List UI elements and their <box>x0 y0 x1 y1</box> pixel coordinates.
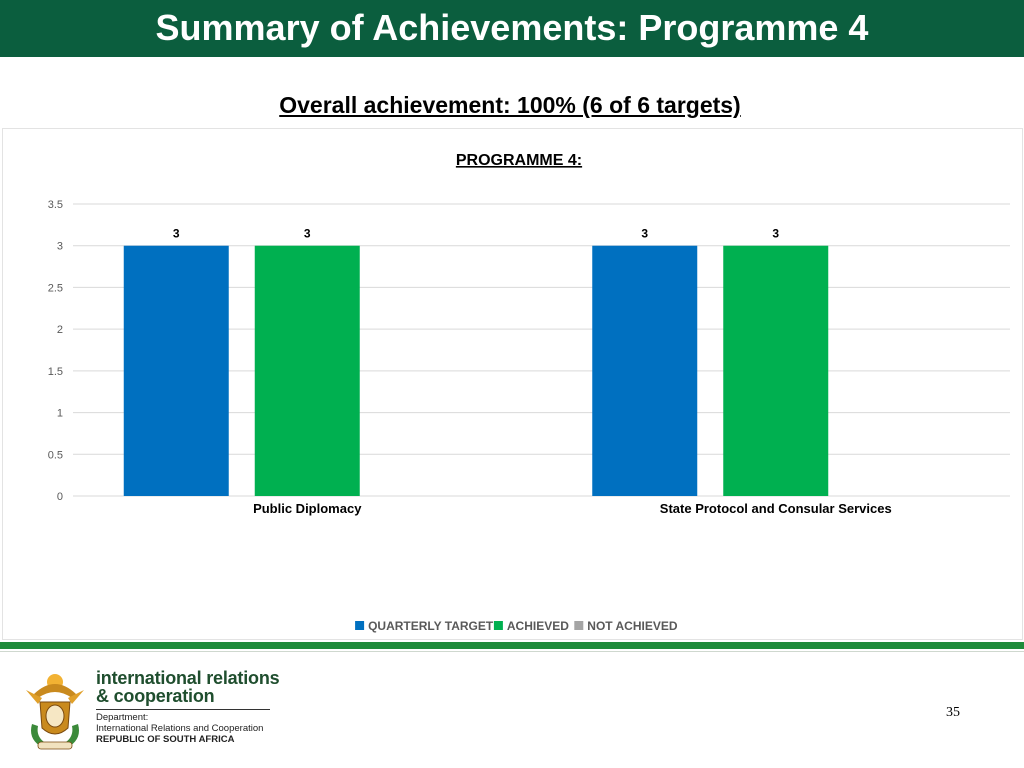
logo-wordmark-line1: international relations <box>96 668 280 688</box>
bar-quarterly-target <box>123 245 229 496</box>
y-tick-label: 2.5 <box>48 282 63 294</box>
bar-quarterly-target <box>592 245 698 496</box>
gridlines <box>73 203 1010 497</box>
logo-wordmark-line2: & cooperation <box>96 686 215 706</box>
title-bar: Summary of Achievements: Programme 4 <box>0 0 1024 57</box>
coat-of-arms-icon <box>26 674 84 750</box>
legend-swatch <box>574 621 584 630</box>
data-label: 3 <box>641 227 648 241</box>
x-axis-categories: Public Diplomacy State Protocol and Consu… <box>253 501 892 516</box>
overall-achievement-subtitle: Overall achievement: 100% (6 of 6 target… <box>279 92 741 118</box>
data-label: 3 <box>772 227 779 241</box>
bar-achieved <box>254 245 360 496</box>
category-label: Public Diplomacy <box>253 501 362 516</box>
chart-area: PROGRAMME 4: 0 0.5 1 1.5 2 2.5 3 3.5 3 3 3 3 Publi… <box>2 128 1023 640</box>
country-name: REPUBLIC OF SOUTH AFRICA <box>96 734 235 745</box>
data-labels: 3 3 3 3 <box>173 227 780 241</box>
bar-achieved <box>723 245 829 496</box>
dirco-logo: international relations & cooperation De… <box>22 668 282 754</box>
legend-label: NOT ACHIEVED <box>587 619 678 633</box>
y-tick-label: 1.5 <box>48 366 63 378</box>
data-label: 3 <box>304 227 311 241</box>
data-label: 3 <box>173 227 180 241</box>
slide-title: Summary of Achievements: Programme 4 <box>155 7 869 48</box>
legend: QUARTERLY TARGET ACHIEVED NOT ACHIEVED <box>355 619 678 633</box>
bars <box>123 245 829 496</box>
logo-divider <box>96 709 270 710</box>
legend-swatch <box>493 621 503 630</box>
y-tick-label: 2 <box>57 324 63 336</box>
legend-swatch <box>355 621 365 630</box>
dept-name: International Relations and Cooperation <box>96 723 264 734</box>
y-tick-label: 1 <box>57 408 63 420</box>
y-tick-label: 3 <box>57 241 63 253</box>
y-tick-label: 3.5 <box>48 199 63 211</box>
page-number: 35 <box>946 705 960 720</box>
y-tick-label: 0 <box>57 491 63 503</box>
bar-chart: PROGRAMME 4: 0 0.5 1 1.5 2 2.5 3 3.5 3 3 3 3 Publi… <box>48 152 1010 633</box>
footer-thin-rule <box>0 651 1024 652</box>
dept-label: Department: <box>96 712 149 723</box>
footer-green-rule <box>0 642 1024 649</box>
legend-label: ACHIEVED <box>507 619 569 633</box>
y-axis-ticks: 0 0.5 1 1.5 2 2.5 3 3.5 <box>48 199 63 503</box>
legend-label: QUARTERLY TARGET <box>368 619 494 633</box>
y-tick-label: 0.5 <box>48 449 63 461</box>
category-label: State Protocol and Consular Services <box>660 501 892 516</box>
chart-title: PROGRAMME 4: <box>456 152 582 169</box>
